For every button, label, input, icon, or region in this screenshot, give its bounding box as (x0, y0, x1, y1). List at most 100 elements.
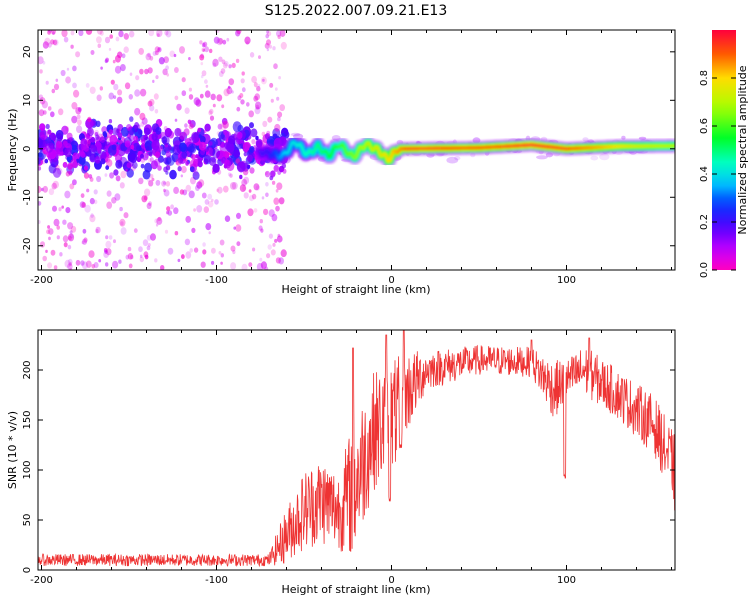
spectrogram-y-tick-label: 0 (22, 146, 33, 152)
spectrogram-blob (148, 151, 153, 157)
spectrogram-blob (188, 123, 194, 130)
spectrogram-blob (56, 133, 63, 142)
spectrogram-blob (55, 147, 60, 153)
spectrogram-blob (75, 51, 81, 58)
spectrogram-halo (545, 152, 554, 158)
spectrogram-blob (91, 264, 96, 269)
spectrogram-blob (45, 123, 50, 130)
snr-y-tick-label: 150 (22, 410, 33, 429)
spectrogram-blob (246, 102, 250, 107)
spectrogram-blob (140, 157, 145, 163)
spectrogram-blob (260, 228, 264, 233)
spectrogram-blob (89, 197, 95, 205)
spectrogram-blob (38, 109, 45, 117)
spectrogram-blob (43, 149, 47, 154)
spectrogram-y-tick-label: -10 (22, 189, 33, 205)
spectrogram-blob (67, 222, 74, 230)
spectrogram-blob (165, 151, 171, 158)
spectrogram-blob (138, 177, 144, 185)
spectrogram-blob (126, 162, 132, 169)
spectrogram-blob (249, 122, 254, 129)
spectrogram-blob (110, 79, 115, 85)
spectrogram-blob (184, 107, 190, 114)
colorbar: 0.0 0.2 0.4 0.6 0.8 Normalized spectral ampl… (699, 30, 749, 278)
spectrogram-blob (143, 195, 148, 201)
spectrogram-blob (169, 50, 175, 58)
spectrogram-blob (96, 175, 102, 183)
spectrogram-halo (599, 153, 610, 161)
spectrogram-blob (77, 119, 82, 126)
spectrogram-blob (38, 152, 43, 158)
spectrogram-blob (68, 235, 72, 241)
spectrogram-blob (77, 107, 82, 112)
spectrogram-blob (195, 185, 200, 191)
spectrogram-blob (147, 67, 153, 74)
spectrogram-blob (198, 179, 205, 187)
spectrogram-blob (38, 94, 44, 100)
spectrogram-blob (169, 169, 177, 180)
spectrogram-blob (139, 88, 147, 97)
spectrogram-blob (115, 159, 123, 169)
spectrogram-blob (85, 30, 93, 35)
spectrogram-halo (536, 155, 548, 160)
spectrogram-blob (236, 106, 241, 112)
spectrogram-blob (270, 98, 274, 103)
spectrogram-blob (150, 233, 156, 241)
spectrogram-blob (134, 89, 141, 97)
spectrogram-blob (249, 52, 255, 58)
snr-y-tick-label: 0 (22, 567, 33, 573)
spectrogram-blob (58, 108, 64, 116)
spectrogram-blob (152, 79, 155, 83)
spectrogram-blob (275, 257, 281, 264)
spectrogram-blob (129, 72, 133, 76)
spectrogram-blob (123, 212, 129, 219)
spectrogram-blob (273, 137, 282, 149)
spectrogram-blob (164, 127, 172, 138)
spectrogram-blob (185, 215, 191, 223)
spectrogram-blob (142, 169, 151, 180)
spectrogram-blob (203, 206, 209, 214)
spectrogram-blob (113, 95, 117, 99)
spectrogram-blob (272, 46, 276, 51)
spectrogram-blob (86, 127, 94, 137)
spectrogram-blob (209, 108, 214, 115)
spectrogram-blob (162, 68, 168, 76)
spectrogram-blob (48, 188, 55, 196)
spectrogram-blob (251, 75, 257, 84)
spectrogram-blob (220, 261, 223, 265)
spectrogram-blob (217, 186, 223, 194)
spectrogram-blob (204, 155, 211, 163)
spectrogram-blob (277, 34, 281, 40)
spectrogram-blob (242, 185, 247, 191)
spectrogram-blob (282, 168, 287, 174)
spectrogram-blob (67, 263, 73, 270)
spectrogram-blob (129, 116, 134, 122)
spectrogram-blob (119, 206, 123, 212)
spectrogram-blob (201, 192, 207, 199)
spectrogram-noise-blobs (38, 30, 675, 270)
spectrogram-blob (72, 65, 77, 72)
spectrogram-blob (213, 36, 220, 44)
spectrogram-blob (280, 41, 287, 50)
spectrogram-blob (147, 243, 151, 247)
spectrogram-blob (228, 135, 236, 145)
spectrogram-blob (255, 104, 260, 110)
spectrogram-blob (155, 50, 159, 56)
spectrogram-blob (80, 260, 85, 266)
spectrogram-blob (208, 200, 214, 208)
spectrogram-blob (50, 30, 56, 35)
spectrogram-blob (140, 121, 145, 127)
spectrogram-blob (40, 241, 45, 248)
spectrogram-blob (118, 30, 124, 38)
spectrogram-blob (183, 128, 190, 136)
spectrogram-blob (220, 155, 228, 165)
spectrogram-blob (154, 109, 159, 114)
spectrogram-blob (114, 193, 121, 201)
spectrogram-blob (273, 63, 278, 70)
spectrogram-blob (273, 197, 280, 205)
spectrogram-blob (281, 163, 286, 169)
colorbar-tick-label: 0.2 (699, 214, 710, 230)
spectrogram-blob (154, 218, 159, 224)
spectrogram-blob (78, 155, 86, 165)
spectrogram-blob (248, 110, 254, 118)
